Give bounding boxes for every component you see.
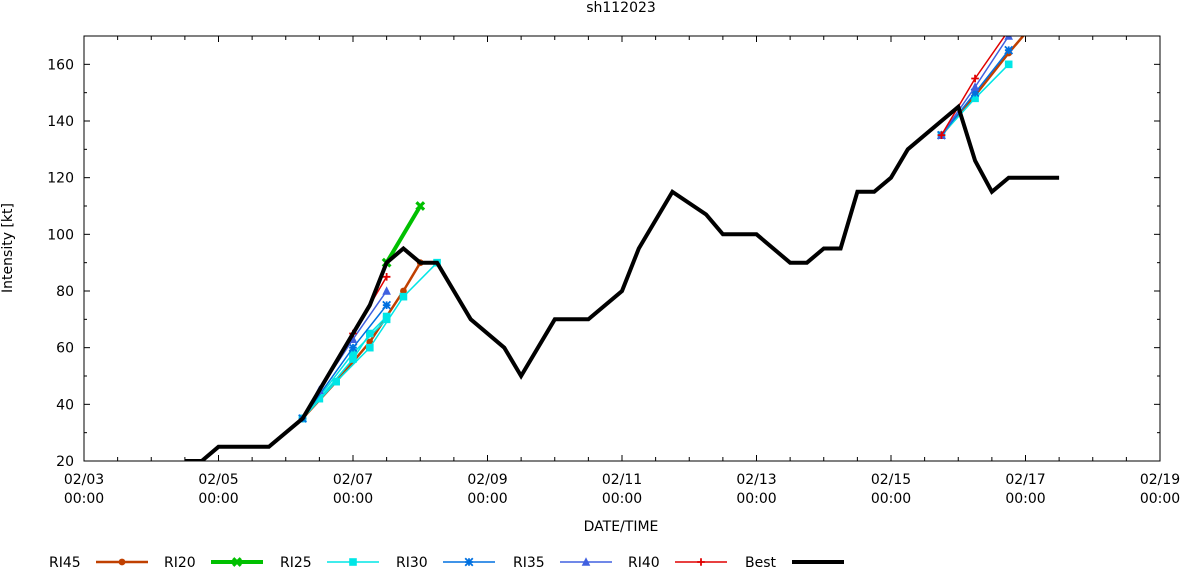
data-point: [1004, 60, 1013, 69]
x-tick-date-label: 02/03: [64, 472, 104, 488]
legend-label: RI35: [513, 555, 545, 567]
y-tick-label: 60: [56, 341, 74, 357]
series-line: [318, 315, 388, 400]
series-ri30: [298, 45, 1014, 423]
data-point: [366, 343, 374, 352]
data-point: [382, 273, 391, 281]
legend-label: RI30: [396, 555, 428, 567]
y-tick-label: 40: [56, 397, 74, 413]
data-point: [118, 558, 126, 566]
legend-label: Best: [745, 555, 777, 567]
data-point: [315, 394, 324, 403]
legend-label: RI25: [280, 555, 312, 567]
series-line: [184, 103, 1060, 461]
series-ri40: [349, 27, 1013, 338]
axis-ticks: [83, 36, 1161, 462]
data-point: [415, 201, 426, 211]
data-point: [970, 82, 980, 91]
series-ri25: [298, 60, 1013, 423]
series-ri35: [315, 36, 1013, 394]
data-point: [366, 338, 374, 346]
plot-frame: [83, 35, 1161, 462]
data-point: [1004, 36, 1013, 40]
x-tick-time-label: 00:00: [1140, 491, 1180, 507]
x-tick-date-label: 02/05: [198, 472, 238, 488]
series-line: [384, 204, 423, 264]
x-tick-date-label: 02/13: [736, 472, 776, 488]
x-tick-time-label: 00:00: [871, 491, 911, 507]
data-point: [697, 558, 705, 566]
x-tick-time-label: 00:00: [64, 491, 104, 507]
y-tick-label: 100: [47, 227, 74, 243]
data-point: [232, 557, 242, 567]
data-point: [971, 94, 979, 103]
series-best: [184, 103, 1060, 461]
series-ri20: [381, 201, 426, 268]
legend-item-ri25: RI25: [280, 555, 379, 571]
x-tick-date-label: 02/09: [467, 472, 507, 488]
legend-item-ri30: RI30: [396, 555, 495, 571]
data-point: [937, 131, 946, 139]
data-point: [971, 74, 979, 83]
series-line: [301, 304, 388, 419]
legend-item-ri35: RI35: [513, 555, 612, 571]
x-tick-time-label: 00:00: [467, 491, 507, 507]
x-tick-date-label: 02/19: [1140, 472, 1180, 488]
data-point: [349, 355, 357, 363]
y-tick-label: 140: [47, 114, 74, 130]
series-layer: [184, 27, 1060, 461]
y-tick-label: 20: [56, 454, 74, 470]
data-point: [366, 329, 374, 338]
y-tick-label: 120: [47, 171, 74, 187]
legend-label: RI40: [628, 555, 660, 567]
y-tick-label: 160: [47, 57, 74, 73]
x-tick-labels: 02/03 00:00 02/05 00:00 02/07 00:00 02/09 00:00…: [64, 472, 1180, 507]
legend-label: RI45: [49, 555, 81, 567]
data-point: [970, 88, 980, 98]
y-tick-labels: 20 40 60 80 100 120 140 160: [47, 57, 74, 470]
data-point: [382, 312, 391, 321]
x-tick-date-label: 02/11: [602, 472, 642, 488]
data-point: [349, 349, 357, 358]
data-point: [382, 300, 392, 310]
x-tick-time-label: 00:00: [198, 491, 238, 507]
data-point: [382, 286, 391, 295]
series-line: [940, 36, 1025, 137]
x-tick-time-label: 00:00: [736, 491, 776, 507]
data-point: [348, 343, 358, 353]
x-tick-time-label: 00:00: [602, 491, 642, 507]
data-point: [399, 292, 408, 301]
y-tick-label: 80: [56, 284, 74, 300]
data-point: [464, 557, 474, 567]
x-tick-date-label: 02/17: [1005, 472, 1045, 488]
data-point: [581, 557, 591, 566]
data-point: [332, 377, 340, 386]
legend-item-ri40: RI40: [628, 555, 727, 571]
legend-item-best: Best: [745, 555, 844, 571]
chart-title: sh112023: [586, 0, 656, 16]
legend-label: RI20: [164, 555, 196, 567]
x-tick-date-label: 02/07: [333, 472, 373, 488]
y-axis-label: Intensity [kt]: [0, 203, 16, 293]
x-tick-time-label: 00:00: [333, 491, 373, 507]
data-point: [1004, 45, 1014, 55]
x-tick-date-label: 02/15: [871, 472, 911, 488]
legend: RI45 RI20 RI25 RI30 RI35 RI40 Best: [49, 555, 844, 571]
legend-item-ri20: RI20: [164, 555, 263, 571]
data-point: [349, 558, 357, 566]
legend-item-ri45: RI45: [49, 555, 148, 571]
x-axis-label: DATE/TIME: [584, 519, 659, 535]
x-tick-time-label: 00:00: [1005, 491, 1045, 507]
data-point: [400, 287, 407, 295]
data-point: [1005, 27, 1013, 35]
